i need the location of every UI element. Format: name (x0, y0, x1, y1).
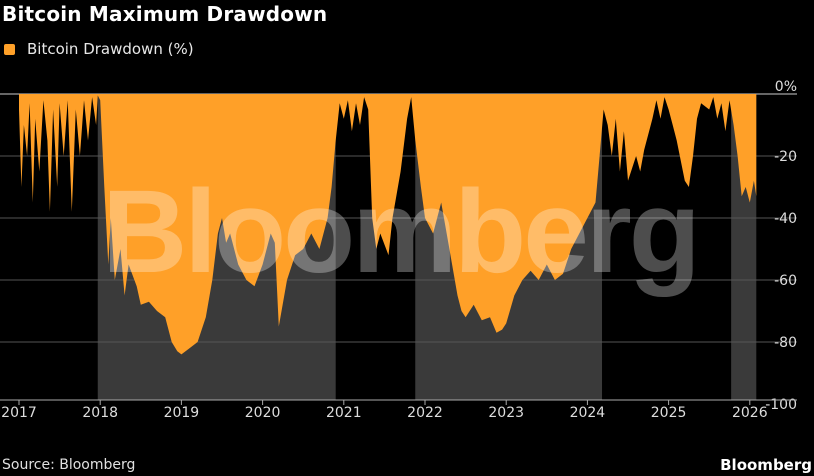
y-tick-label: -80 (774, 335, 797, 351)
y-tick-label: -40 (774, 211, 797, 227)
x-tick-label: 2022 (407, 405, 443, 421)
y-tick-label: 0% (775, 79, 797, 95)
legend-swatch (4, 43, 15, 55)
legend-label: Bitcoin Drawdown (%) (27, 40, 194, 58)
x-tick-label: 2020 (245, 405, 281, 421)
x-tick-label: 2018 (82, 405, 118, 421)
y-tick-label: -60 (774, 273, 797, 289)
bloomberg-logo: Bloomberg (720, 456, 812, 474)
x-tick-label: 2019 (164, 405, 200, 421)
x-tick-label: 2017 (1, 405, 37, 421)
watermark: Bloomberg (102, 166, 698, 298)
y-tick-label: -100 (765, 397, 797, 413)
x-tick-label: 2025 (651, 405, 687, 421)
x-tick-label: 2021 (326, 405, 362, 421)
drawdown-area (19, 94, 757, 355)
x-tick-label: 2024 (570, 405, 606, 421)
chart-title: Bitcoin Maximum Drawdown (2, 2, 328, 26)
x-tick-label: 2026 (732, 405, 768, 421)
y-tick-label: -20 (774, 149, 797, 165)
source-note: Source: Bloomberg (2, 457, 136, 473)
legend: Bitcoin Drawdown (%) (4, 40, 194, 58)
x-tick-label: 2023 (488, 405, 524, 421)
